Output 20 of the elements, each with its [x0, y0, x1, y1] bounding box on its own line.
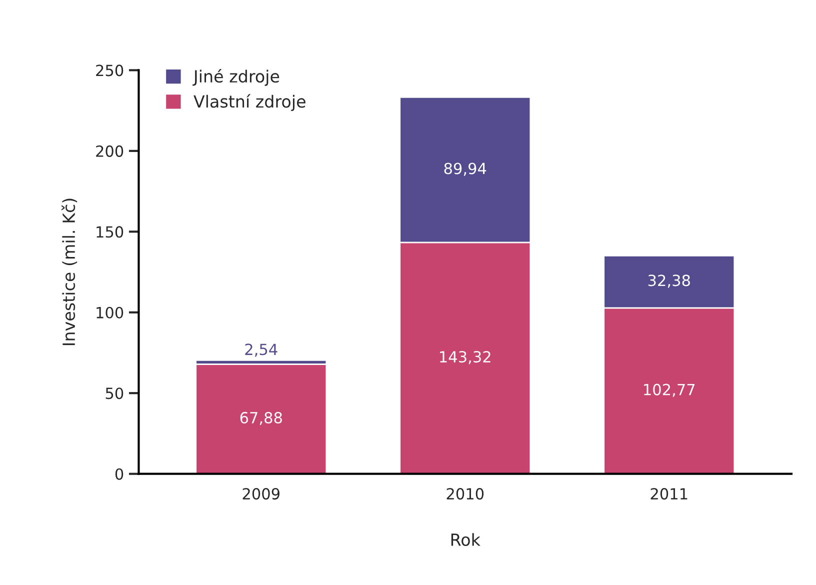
data-label: 2,54: [245, 344, 278, 357]
y-tick-label: 50: [106, 388, 124, 400]
data-label: 102,77: [644, 384, 695, 397]
legend-label: Vlastní zdroje: [194, 94, 306, 111]
y-tick-label: 100: [96, 306, 124, 318]
x-tick-label: 2011: [650, 488, 688, 500]
y-tick-label: 250: [96, 64, 124, 76]
y-tick-label: 0: [115, 468, 124, 480]
x-tick-label: 2009: [242, 488, 280, 500]
legend-label: Jiné zdroje: [192, 69, 280, 86]
y-tick-label: 150: [96, 226, 124, 238]
y-tick-label: 200: [96, 145, 124, 157]
data-label: 89,94: [444, 162, 486, 176]
x-axis-title: Rok: [451, 533, 480, 546]
data-label: 32,38: [648, 274, 690, 288]
data-label: 67,88: [240, 412, 282, 426]
x-tick-label: 2010: [446, 488, 484, 500]
y-axis-title: Investice (mil. Kč): [62, 198, 78, 346]
bar: [195, 364, 328, 474]
data-label: 143,32: [440, 351, 490, 364]
